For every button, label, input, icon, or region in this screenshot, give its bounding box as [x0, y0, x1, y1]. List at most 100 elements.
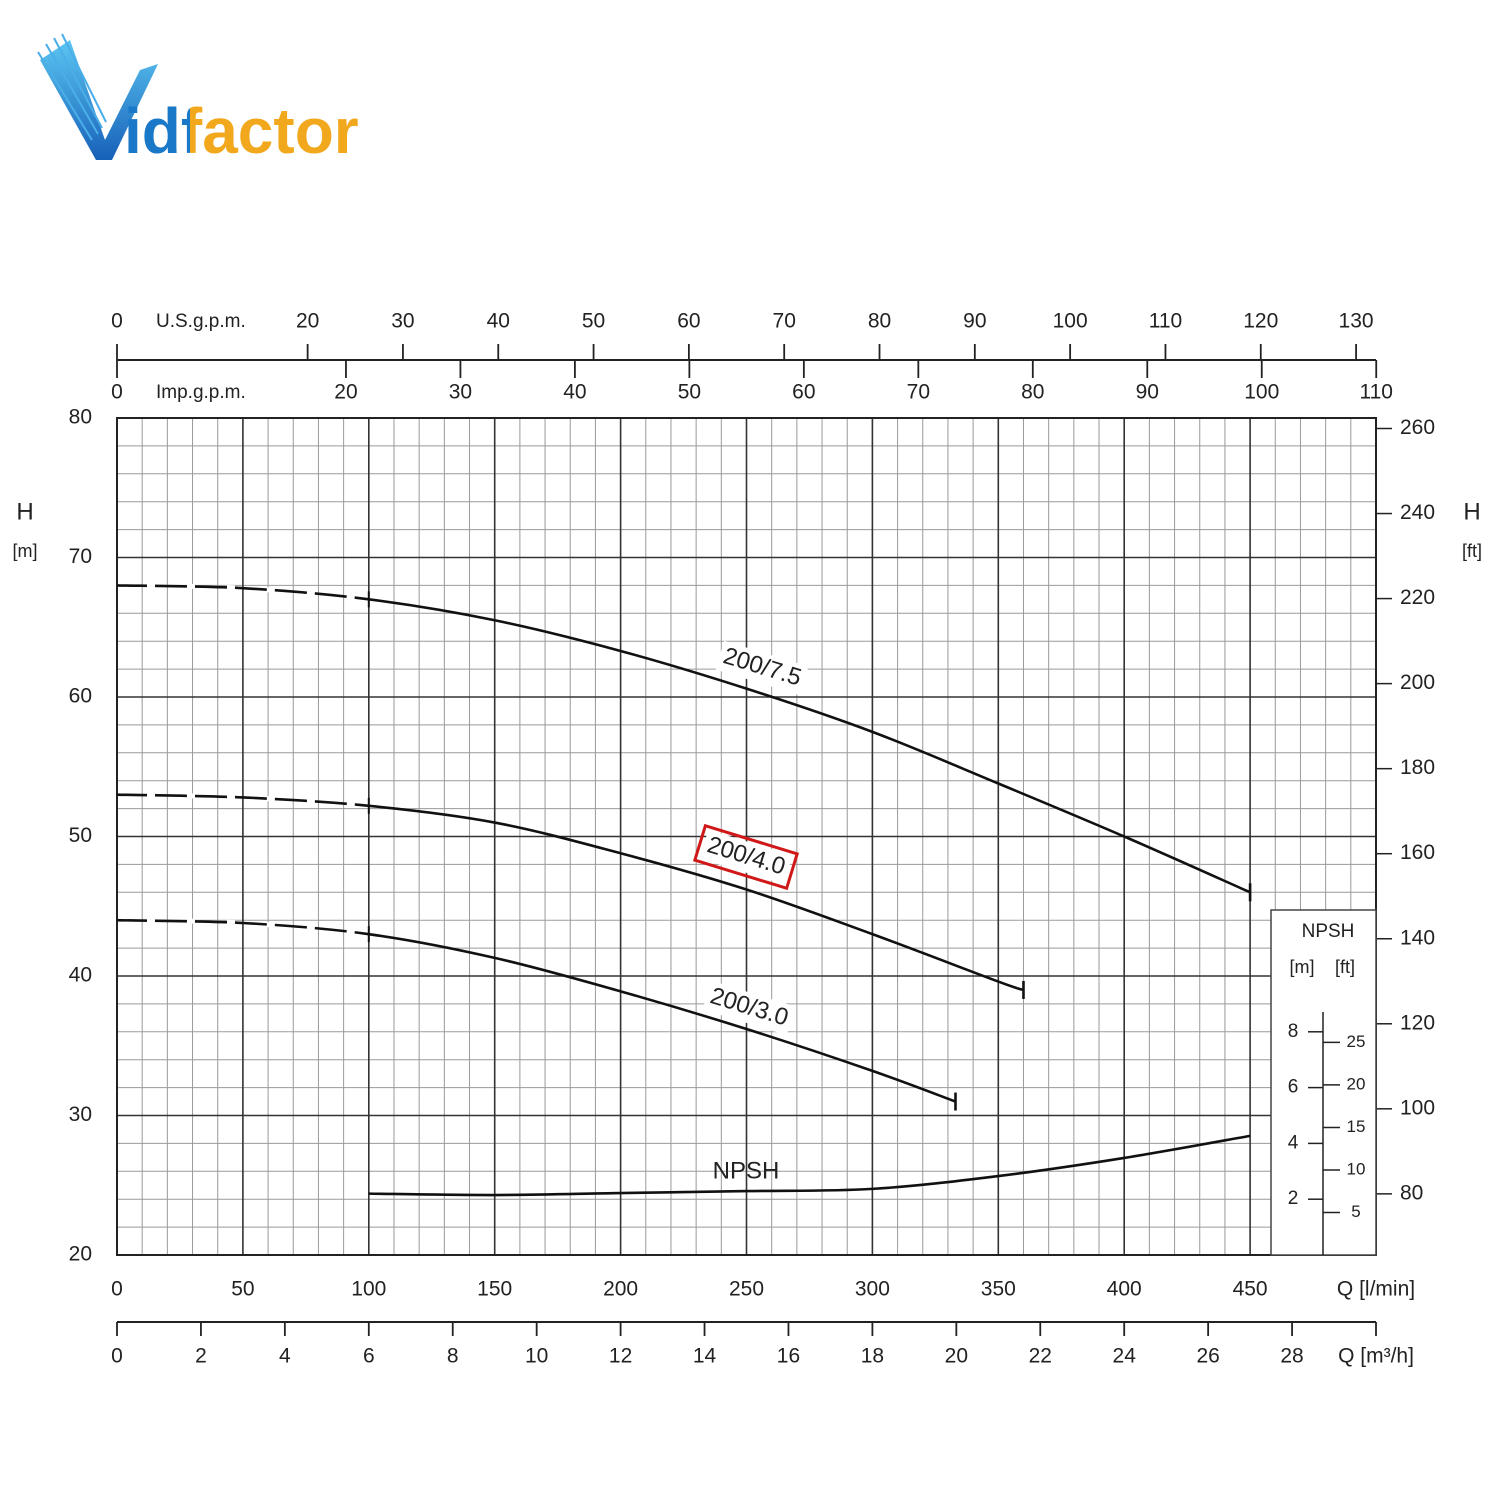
bottom-axis2-tick-label: 24 [1113, 1345, 1137, 1368]
curve-label-bg [699, 829, 793, 885]
top-axis-tick-label: 0 [111, 310, 123, 333]
logo-text: idfactor [124, 95, 359, 167]
top-axis-tick-label: 20 [296, 310, 319, 333]
curve [116, 918, 956, 1103]
bottom-axis2-tick-label: 16 [777, 1345, 800, 1368]
y-tick-label: 40 [69, 964, 92, 987]
curve-label-group: 200/3.0 [702, 980, 796, 1036]
x-axis-label: Q [l/min] [1337, 1278, 1415, 1301]
x-tick-label: 50 [231, 1278, 254, 1301]
y-axis-label: H [16, 498, 33, 525]
curve-label-group: 200/7.5 [715, 640, 809, 696]
curve-label: NPSH [713, 1157, 780, 1184]
chart: 0 50 100 150 200 250 300 350 400 450 Q [l/min]2030… [13, 310, 1483, 1368]
y-axis-unit: [m] [13, 541, 38, 561]
npsh-tick-label: 6 [1288, 1077, 1299, 1098]
bottom-axis2-tick-label: 4 [279, 1345, 291, 1368]
y2-axis-label: H [1463, 498, 1480, 525]
y2-tick-label: 260 [1400, 416, 1435, 439]
plot-border [116, 417, 1377, 1256]
top-axis-tick-label: 70 [773, 310, 796, 333]
top-axis-tick-label: 60 [792, 381, 815, 404]
top-axis-tick-label: 30 [449, 381, 472, 404]
x-tick-label: 0 [111, 1278, 123, 1301]
top-axis-tick-label: 120 [1243, 310, 1278, 333]
bottom-axis2-tick-label: 18 [861, 1345, 884, 1368]
x-tick-label: 100 [351, 1278, 386, 1301]
npsh-inset-unit: [m] [1290, 957, 1315, 977]
bottom-axis2-tick-label: 12 [609, 1345, 632, 1368]
y-tick-label: 70 [69, 545, 92, 568]
top-axis-tick-label: 40 [563, 381, 586, 404]
bottom-axis2-tick-label: 8 [447, 1345, 459, 1368]
top-axis-tick-label: 100 [1053, 310, 1088, 333]
curve-label-group: NPSH [713, 1157, 780, 1184]
bottom-axis2-tick-label: 26 [1196, 1345, 1219, 1368]
npsh-ft-tick-label: 20 [1347, 1074, 1366, 1093]
bottom-axis2-tick-label: 0 [111, 1345, 123, 1368]
top-axis-tick-label: 30 [391, 310, 414, 333]
npsh-ft-tick-label: 10 [1347, 1159, 1366, 1178]
top-axis-label: U.S.g.p.m. [156, 311, 246, 332]
npsh-ft-tick-label: 5 [1351, 1202, 1360, 1221]
top-axis-tick-label: 100 [1244, 381, 1279, 404]
y2-tick-label: 140 [1400, 926, 1435, 949]
curve-label: 200/3.0 [707, 982, 791, 1031]
x-tick-label: 250 [729, 1278, 764, 1301]
highlight-box [692, 823, 800, 891]
top-axis-label: Imp.g.p.m. [156, 382, 246, 403]
y-tick-label: 30 [69, 1103, 92, 1126]
bottom-axis2-tick-label: 2 [195, 1345, 207, 1368]
top-axis-tick-label: 20 [334, 381, 357, 404]
top-axis-tick-label: 80 [1021, 381, 1044, 404]
x-tick-label: 150 [477, 1278, 512, 1301]
curve-label-bg [715, 640, 809, 696]
y2-tick-label: 180 [1400, 756, 1435, 779]
x-tick-label: 300 [855, 1278, 890, 1301]
y-tick-label: 50 [69, 824, 92, 847]
y2-tick-label: 80 [1400, 1181, 1423, 1204]
x-tick-label: 450 [1233, 1278, 1268, 1301]
top-axis-tick-label: 80 [868, 310, 891, 333]
npsh-tick-label: 4 [1288, 1132, 1299, 1153]
y2-tick-label: 160 [1400, 841, 1435, 864]
bottom-axis2-tick-label: 28 [1280, 1345, 1303, 1368]
curve [368, 1134, 1251, 1197]
y2-tick-label: 120 [1400, 1011, 1435, 1034]
top-axis-tick-label: 60 [677, 310, 700, 333]
y2-tick-label: 220 [1400, 586, 1435, 609]
top-axis-tick-label: 130 [1339, 310, 1374, 333]
npsh-ft-tick-label: 25 [1347, 1032, 1366, 1051]
npsh-inset-title: NPSH [1302, 921, 1355, 942]
y2-tick-label: 240 [1400, 501, 1435, 524]
x-tick-label: 350 [981, 1278, 1016, 1301]
bottom-axis2-tick-label: 6 [363, 1345, 375, 1368]
logo: idfactor [37, 33, 359, 167]
y2-axis-unit: [ft] [1462, 541, 1482, 561]
bottom-axis2-tick-label: 22 [1029, 1345, 1052, 1368]
top-axis-tick-label: 40 [487, 310, 510, 333]
y2-tick-label: 200 [1400, 671, 1435, 694]
top-axis-tick-label: 90 [1136, 381, 1159, 404]
top-axis-tick-label: 110 [1149, 310, 1182, 333]
top-axis-tick-label: 50 [678, 381, 701, 404]
bottom-axis2-tick-label: 20 [945, 1345, 968, 1368]
y-tick-label: 60 [69, 685, 92, 708]
top-axis-tick-label: 0 [111, 381, 123, 404]
x-tick-label: 200 [603, 1278, 638, 1301]
x-tick-label: 400 [1107, 1278, 1142, 1301]
bottom-axis2-tick-label: 14 [693, 1345, 717, 1368]
top-axis-tick-label: 110 [1359, 381, 1392, 404]
logo-rays [37, 33, 107, 141]
bottom-axis2-label: Q [m³/h] [1338, 1345, 1414, 1368]
top-axis-tick-label: 70 [907, 381, 930, 404]
y-tick-label: 20 [69, 1243, 92, 1266]
top-axis-tick-label: 90 [963, 310, 986, 333]
npsh-tick-label: 2 [1288, 1188, 1299, 1209]
top-axis-tick-label: 50 [582, 310, 605, 333]
npsh-tick-label: 8 [1288, 1021, 1299, 1042]
bottom-axis2-tick-label: 10 [525, 1345, 548, 1368]
curve [116, 584, 1251, 894]
npsh-inset-unit: [ft] [1335, 957, 1355, 977]
